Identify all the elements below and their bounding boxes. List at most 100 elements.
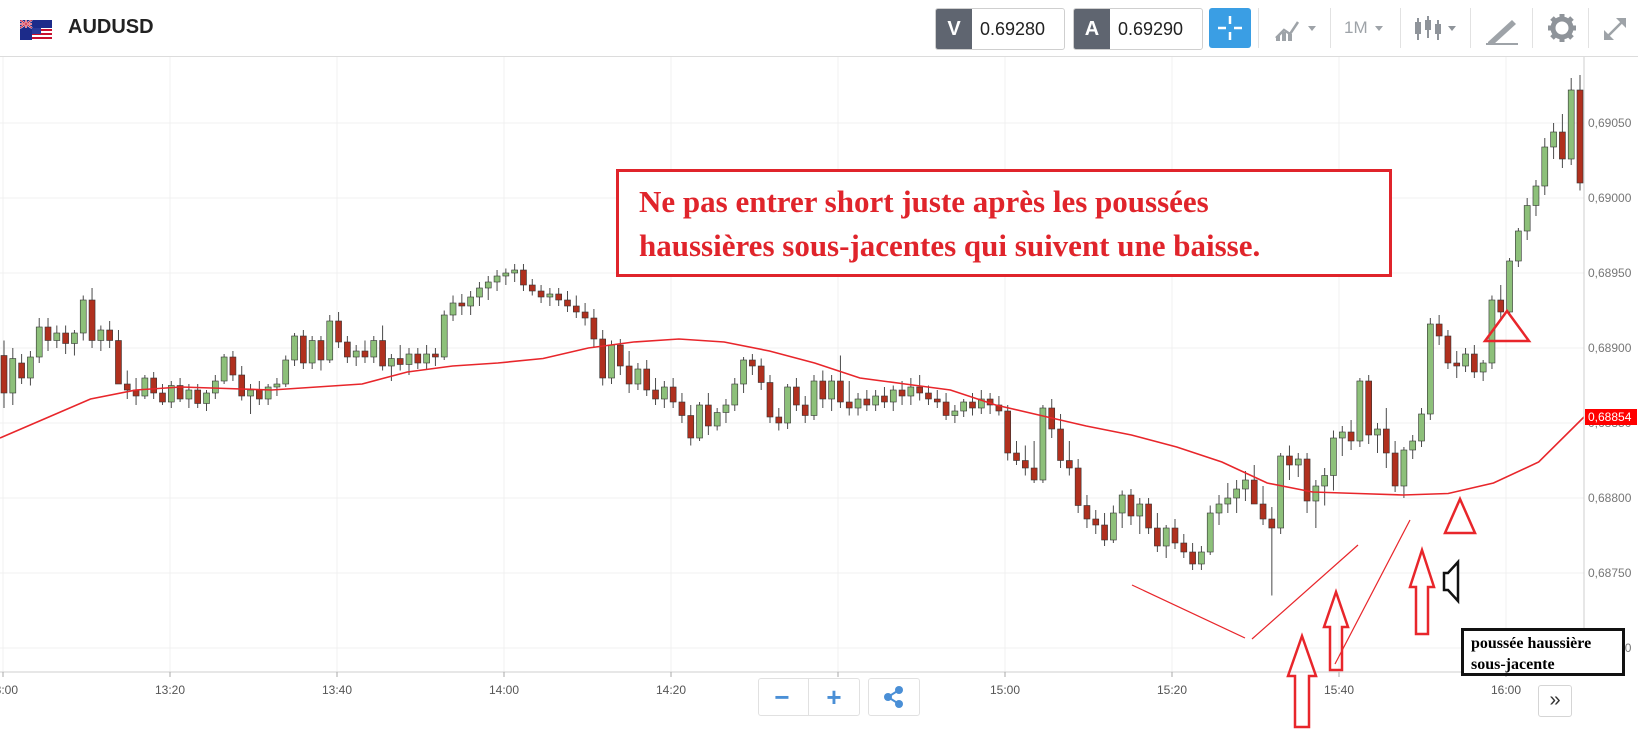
y-tick-label: 0,69050: [1588, 116, 1632, 130]
bullish-candle: [1118, 490, 1126, 528]
timeframe-button[interactable]: 1M: [1338, 8, 1394, 48]
bullish-candle: [97, 325, 105, 351]
settings-button[interactable]: [1540, 8, 1584, 48]
chart-type-button[interactable]: [1268, 8, 1324, 48]
bullish-candle: [1427, 318, 1434, 420]
chart-area[interactable]: 0,690500,690000,689500,689000,688500,688…: [0, 57, 1638, 732]
bullish-candle: [1356, 378, 1364, 447]
scroll-to-latest-button[interactable]: »: [1538, 685, 1572, 717]
candle-body: [115, 340, 122, 385]
candle-body: [194, 389, 201, 404]
candle-body: [1515, 230, 1522, 262]
instrument-symbol: AUDUSD: [68, 16, 154, 38]
share-button[interactable]: [868, 678, 920, 716]
bearish-candle: [1127, 489, 1135, 525]
candle-body: [440, 314, 448, 358]
candle-body: [1250, 479, 1258, 505]
candle-body: [625, 365, 633, 385]
bearish-candle: [106, 321, 113, 348]
bearish-candle: [678, 393, 686, 423]
candle-body: [1559, 131, 1566, 160]
bearish-candle: [238, 366, 246, 401]
up-arrow-icon: [1286, 632, 1318, 729]
bearish-candle: [801, 396, 809, 423]
candle-body: [1453, 362, 1461, 367]
bearish-candle: [1066, 441, 1073, 476]
fullscreen-button[interactable]: [1594, 8, 1636, 48]
x-tick-label: 15:20: [1157, 683, 1187, 697]
ask-price-box[interactable]: A 0.69290: [1073, 8, 1203, 50]
candle-body: [1013, 452, 1020, 461]
bullish-candle: [1321, 468, 1328, 506]
bid-price-box[interactable]: V 0.69280: [935, 8, 1065, 50]
bearish-candle: [1444, 330, 1452, 369]
bearish-candle: [1057, 414, 1064, 468]
bearish-candle: [1074, 459, 1082, 513]
bearish-candle: [1083, 495, 1091, 528]
candle-body: [1532, 185, 1540, 206]
candle-body: [766, 382, 774, 418]
chart-toolbar: AUDUSD V 0.69280 A 0.69290 1M: [0, 0, 1638, 57]
candle-body: [176, 385, 184, 400]
bearish-candle: [766, 375, 774, 423]
bullish-candle: [1312, 480, 1320, 528]
bearish-candle: [599, 330, 607, 386]
candle-body: [1497, 299, 1505, 313]
bearish-candle: [344, 336, 351, 363]
bearish-candle: [881, 387, 888, 408]
zoom-out-button[interactable]: −: [774, 682, 790, 712]
crosshair-icon: [1218, 16, 1242, 40]
candle-body: [555, 293, 562, 301]
bearish-candle: [520, 264, 527, 291]
bearish-candle: [564, 291, 571, 312]
bullish-candle: [440, 310, 448, 360]
candle-body: [1057, 428, 1064, 461]
bearish-candle: [1286, 445, 1293, 480]
timeframe-label: 1M: [1344, 18, 1368, 37]
up-arrow-icon: [1322, 588, 1350, 672]
candle-body: [1286, 455, 1293, 466]
candle-body: [775, 416, 783, 424]
bullish-candle: [608, 340, 615, 384]
zoom-in-button[interactable]: +: [826, 682, 842, 712]
candle-body: [1118, 494, 1126, 514]
double-chevron-right-icon: »: [1549, 689, 1561, 711]
bearish-candle: [123, 370, 131, 399]
candle-body: [819, 380, 827, 400]
bearish-candle: [115, 330, 122, 385]
annotation-line-1: Ne pas entrer short juste après les pous…: [639, 184, 1209, 219]
callout-line-1: poussée haussière: [1471, 635, 1592, 652]
candle-body: [528, 284, 536, 292]
bullish-candle: [53, 325, 61, 348]
candle-body: [1541, 146, 1549, 187]
bearish-candle: [62, 325, 69, 354]
au-us-flag-icon: [20, 20, 52, 40]
bearish-candle: [18, 354, 25, 384]
bearish-candle: [1347, 420, 1355, 450]
x-tick-label: 14:00: [489, 683, 519, 697]
bullish-candle: [634, 363, 642, 390]
candle-body: [898, 389, 906, 397]
candle-body: [0, 355, 8, 394]
candle-body: [1162, 527, 1170, 547]
candle-body: [167, 385, 175, 403]
y-tick-label: 0,68950: [1588, 266, 1632, 280]
bullish-candle: [449, 295, 457, 321]
bearish-candle: [176, 378, 184, 402]
bearish-candle: [414, 348, 422, 369]
candle-body: [71, 332, 78, 344]
indicators-button[interactable]: [1408, 8, 1464, 48]
bearish-candle: [933, 390, 941, 408]
candle-body: [634, 368, 642, 385]
bullish-candle: [1479, 360, 1487, 381]
candle-body: [661, 386, 668, 400]
bearish-candle: [1259, 486, 1267, 525]
crosshair-button[interactable]: [1209, 8, 1251, 48]
candle-body: [35, 326, 43, 358]
candle-body: [1074, 467, 1082, 506]
candle-body: [713, 412, 721, 427]
drawing-tools-button[interactable]: [1478, 8, 1526, 48]
candle-body: [1550, 131, 1557, 148]
bearish-candle: [555, 288, 562, 306]
candlestick-chart[interactable]: 0,690500,690000,689500,689000,688500,688…: [0, 57, 1638, 732]
